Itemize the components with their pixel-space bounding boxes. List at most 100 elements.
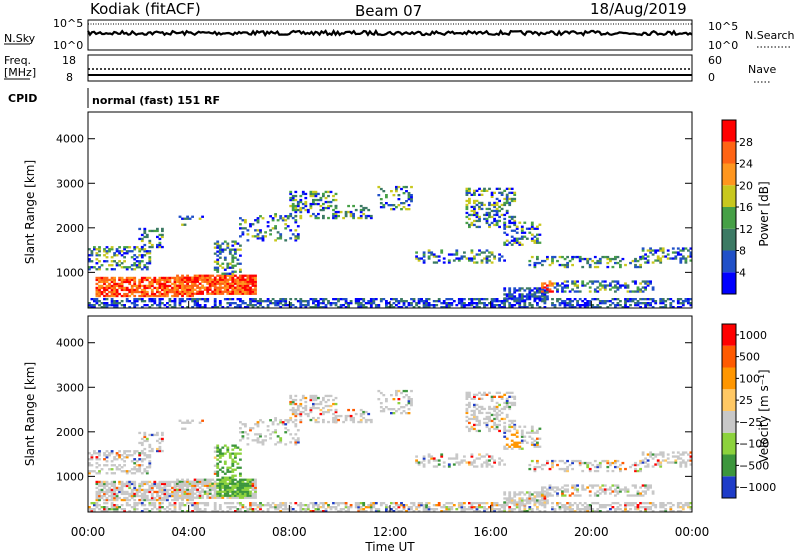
velocity-cell [601,484,605,487]
power-cell [485,211,489,215]
velocity-cell [145,482,149,486]
velocity-cell [173,510,177,513]
power-cell [659,249,663,252]
velocity-cell [191,419,194,422]
velocity-cell [508,499,512,502]
power-cell [616,282,620,285]
power-cell [299,304,303,307]
power-cell [143,292,147,296]
power-cell [661,251,665,254]
power-cell [246,274,250,277]
velocity-cell [239,492,242,495]
velocity-cell [103,454,106,457]
colorbar-swatch [722,185,736,207]
power-cell [508,291,512,294]
velocity-cell [231,476,235,479]
x-tick-label: 20:00 [574,525,609,539]
velocity-cell [294,418,298,422]
velocity-cell [397,504,401,507]
power-cell [150,292,154,296]
power-cell [246,288,250,291]
velocity-cell [571,486,574,489]
velocity-cell [563,510,567,513]
velocity-cell [417,510,421,513]
velocity-cell [606,469,610,473]
velocity-cell [312,406,315,410]
power-cell [234,288,237,291]
power-cell [508,304,512,307]
power-cell [133,290,137,294]
power-cell [95,302,99,305]
velocity-cell [649,508,652,511]
velocity-cell [563,490,567,493]
velocity-cell [334,416,338,420]
velocity-cell [148,454,152,457]
velocity-cell [634,484,637,487]
velocity-cell [400,510,403,513]
velocity-cell [543,490,547,493]
velocity-cell [145,454,149,457]
power-cell [234,274,237,277]
velocity-cell [412,504,416,507]
velocity-cell [269,437,272,440]
velocity-cell [543,503,547,506]
power-cell [473,201,476,205]
velocity-cell [301,394,305,398]
power-cell [485,261,489,264]
velocity-cell [583,506,587,509]
power-cell [289,198,293,202]
power-cell [314,190,318,194]
velocity-cell [490,397,494,400]
velocity-cell [644,465,647,468]
velocity-cell [614,490,617,493]
power-cell [543,293,547,296]
velocity-cell [603,459,607,463]
velocity-cell [140,502,144,505]
power-cell [598,302,602,305]
power-cell [279,233,283,236]
velocity-cell [150,433,154,437]
velocity-cell [485,465,489,468]
velocity-cell [523,508,527,511]
power-cell [568,300,572,303]
power-cell [294,306,298,309]
power-cell [573,306,577,309]
power-cell [266,300,270,303]
power-cell [473,209,476,213]
velocity-cell [110,508,114,511]
velocity-cell [520,504,524,507]
power-cell [304,300,308,303]
power-cell [465,203,469,207]
velocity-cell [231,488,235,491]
power-cell [158,243,162,247]
power-cell [259,298,262,301]
velocity-cell [450,502,454,505]
velocity-cell [410,502,413,505]
power-cell [105,288,109,292]
velocity-cell [113,504,116,507]
velocity-cell [178,419,182,422]
x-tick-label: 16:00 [473,525,508,539]
power-cell [181,300,184,303]
power-cell [546,291,549,294]
power-cell [218,288,222,291]
velocity-cell [493,461,496,464]
power-cell [447,304,451,307]
power-cell [296,237,300,240]
power-cell [239,217,242,220]
power-cell [110,276,114,280]
power-cell [593,261,597,265]
velocity-cell [98,490,101,494]
velocity-cell [145,496,149,500]
velocity-cell [143,431,147,435]
power-cell [100,284,104,288]
velocity-cell [495,417,499,421]
velocity-cell [193,486,197,489]
power-cell [483,189,486,192]
velocity-cell [422,457,426,460]
power-cell [178,300,182,303]
velocity-cell [234,452,237,455]
power-cell [218,244,222,247]
power-cell [603,302,607,305]
velocity-cell [284,427,288,430]
